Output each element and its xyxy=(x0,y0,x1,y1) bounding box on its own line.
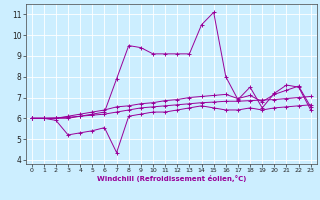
X-axis label: Windchill (Refroidissement éolien,°C): Windchill (Refroidissement éolien,°C) xyxy=(97,175,246,182)
